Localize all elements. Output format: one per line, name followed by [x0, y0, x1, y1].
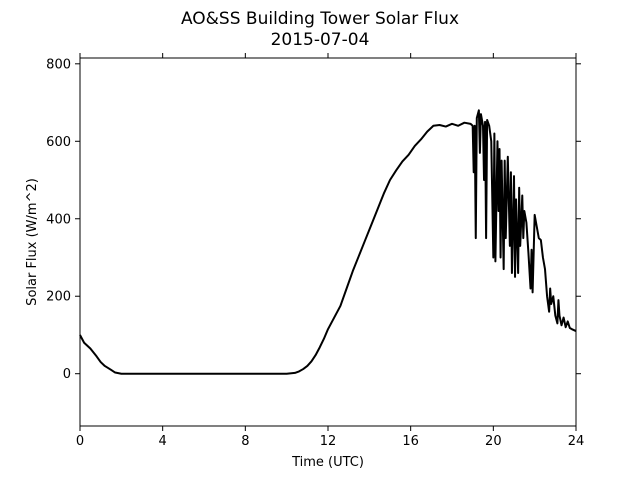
x-tick-label: 4	[159, 434, 167, 449]
x-ticks: 0 4 8 12 16 20 24	[76, 53, 584, 449]
y-tick-label: 600	[46, 135, 71, 150]
y-tick-label: 200	[46, 290, 71, 305]
x-axis-label: Time (UTC)	[291, 455, 364, 470]
plot-frame	[79, 57, 577, 427]
y-tick-label: 800	[46, 57, 71, 72]
y-axis-label: Solar Flux (W/m^2)	[25, 178, 40, 306]
y-tick-label: 400	[46, 212, 71, 227]
x-tick-label: 20	[485, 434, 502, 449]
series-line-0	[79, 109, 577, 375]
x-tick-label: 0	[76, 434, 84, 449]
x-tick-label: 8	[241, 434, 249, 449]
chart-title: AO&SS Building Tower Solar Flux	[181, 9, 459, 29]
x-tick-label: 16	[402, 434, 419, 449]
y-ticks: 0 200 400 600 800	[46, 57, 581, 382]
series-layer	[79, 109, 577, 375]
x-tick-label: 24	[568, 434, 585, 449]
x-tick-label: 12	[320, 434, 337, 449]
y-tick-label: 0	[63, 367, 71, 382]
chart-subtitle: 2015-07-04	[271, 30, 370, 50]
